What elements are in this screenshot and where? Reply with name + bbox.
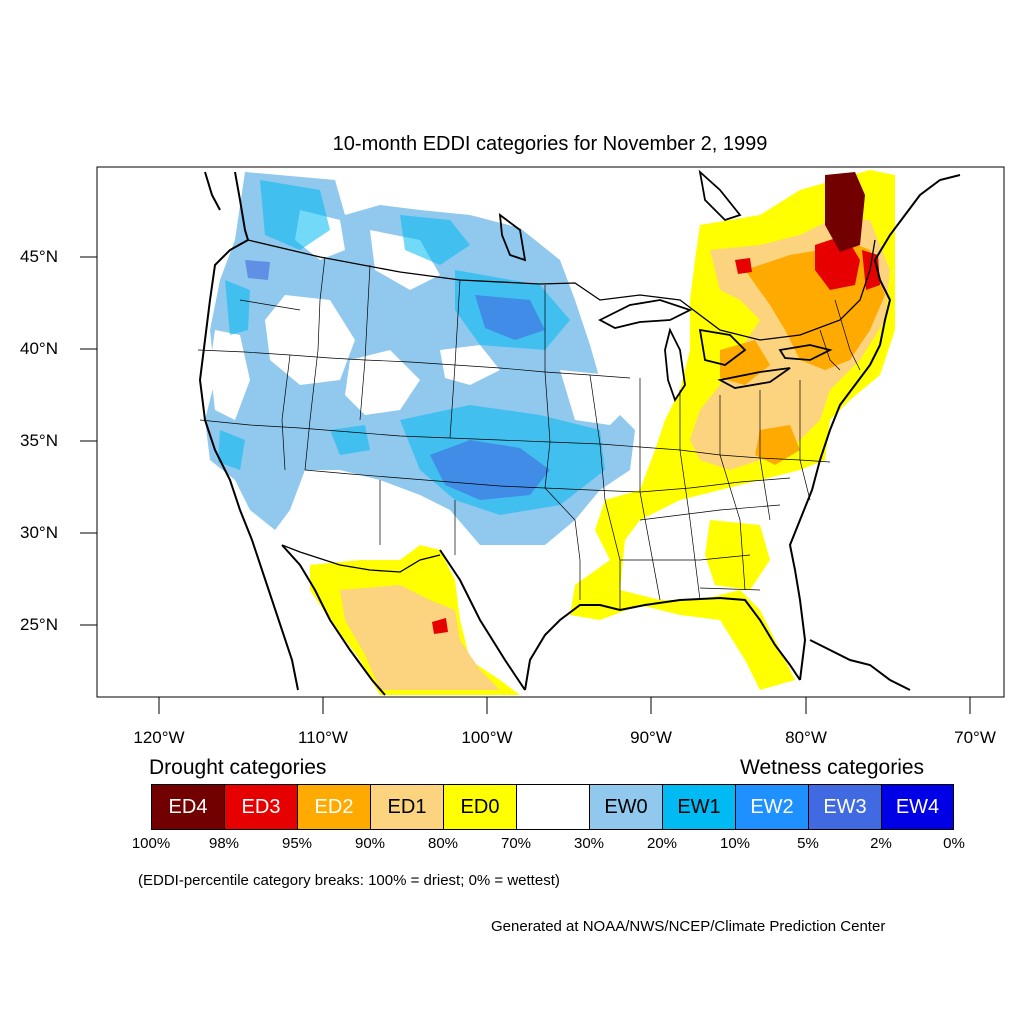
- neutral-areas: [210, 210, 630, 425]
- great-lakes: [498, 169, 833, 403]
- legend-break-label: 30%: [573, 835, 605, 852]
- lon-label-100: 100°W: [461, 728, 513, 747]
- legend-break-label: 80%: [427, 835, 459, 852]
- longitude-ticks: [158, 697, 971, 714]
- legend-break-label: 0%: [943, 835, 965, 852]
- wetness-ew2-areas: [245, 260, 550, 500]
- latitude-ticks: [80, 256, 97, 626]
- legend-break-label: 95%: [281, 835, 313, 852]
- lon-label-70: 70°W: [954, 728, 996, 747]
- lon-label-90: 90°W: [630, 728, 672, 747]
- legend-box-ew2: EW2: [735, 784, 808, 830]
- legend-note: (EDDI-percentile category breaks: 100% =…: [138, 872, 560, 889]
- legend-break-label: 5%: [797, 835, 819, 852]
- lon-label-110: 110°W: [298, 728, 348, 747]
- legend-box-ed0: ED0: [443, 784, 516, 830]
- legend-box-ew0: EW0: [589, 784, 662, 830]
- legend-break-label: 90%: [354, 835, 386, 852]
- state-borders: [197, 256, 861, 610]
- legend-break-label: 98%: [208, 835, 240, 852]
- legend-box-ew1: EW1: [662, 784, 735, 830]
- coastline-outlines: [198, 171, 961, 696]
- lat-label-40: 40°N: [20, 339, 58, 358]
- legend-break-label: 70%: [500, 835, 532, 852]
- legend-box-ew4: EW4: [881, 784, 954, 830]
- legend-box-neutral: [516, 784, 589, 830]
- lon-label-120: 120°W: [133, 728, 185, 747]
- wetness-categories-heading: Wetness categories: [740, 756, 925, 779]
- legend-break-label: 2%: [870, 835, 892, 852]
- legend-break-label: 10%: [719, 835, 751, 852]
- lon-label-80: 80°W: [785, 728, 827, 747]
- legend-box-ed3: ED3: [224, 784, 297, 830]
- legend-box-ew3: EW3: [808, 784, 881, 830]
- national-borders: [247, 239, 876, 573]
- map-frame: [96, 166, 1005, 698]
- legend-break-label: 100%: [131, 835, 171, 852]
- lat-label-30: 30°N: [20, 523, 58, 542]
- lat-label-45: 45°N: [20, 247, 58, 266]
- drought-ed4-areas: [825, 172, 865, 252]
- lat-label-35: 35°N: [20, 431, 58, 450]
- lat-label-25: 25°N: [20, 615, 58, 634]
- legend-break-label: 20%: [646, 835, 678, 852]
- credit-line: Generated at NOAA/NWS/NCEP/Climate Predi…: [491, 918, 886, 935]
- drought-categories-heading: Drought categories: [149, 756, 327, 779]
- legend-box-ed1: ED1: [370, 784, 443, 830]
- map-title: 10-month EDDI categories for November 2,…: [332, 133, 768, 155]
- legend-box-ed2: ED2: [297, 784, 370, 830]
- legend-box-ed4: ED4: [151, 784, 224, 830]
